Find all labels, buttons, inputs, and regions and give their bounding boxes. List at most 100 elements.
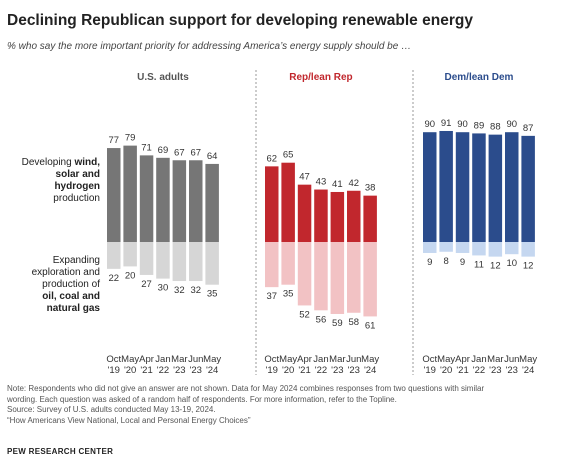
x-tick-label: Apr xyxy=(297,354,312,365)
x-tick-label: '23 xyxy=(331,365,343,376)
data-label-renewable: 89 xyxy=(474,120,485,131)
data-label-fossil: 58 xyxy=(348,317,359,328)
x-tick-label: Apr xyxy=(139,354,154,365)
bar-fossil xyxy=(363,242,377,317)
x-tick-label: '23 xyxy=(489,365,501,376)
row-label-renewable-bold2: solar and xyxy=(55,169,100,180)
bar-fossil xyxy=(139,242,154,275)
bar-fossil xyxy=(281,242,295,285)
bar-fossil xyxy=(330,242,345,314)
data-label-fossil: 52 xyxy=(299,309,310,320)
bar-renewable xyxy=(314,189,328,242)
bar-renewable xyxy=(472,133,486,242)
row-label-renewable-pre: Developing xyxy=(21,157,75,168)
chart-title: Declining Republican support for develop… xyxy=(7,12,473,29)
data-label-fossil: 11 xyxy=(474,259,484,270)
x-tick-label: '23 xyxy=(348,365,360,376)
data-label-fossil: 61 xyxy=(365,320,376,331)
x-tick-label: Mar xyxy=(171,354,187,365)
row-label-renewable: Developing wind, solar and hydrogen prod… xyxy=(4,157,100,205)
data-label-renewable: 69 xyxy=(158,145,169,156)
data-label-fossil: 32 xyxy=(174,285,185,296)
x-tick-label: May xyxy=(437,354,455,365)
bar-fossil xyxy=(472,242,486,256)
x-tick-label: '24 xyxy=(522,365,534,376)
x-tick-label: '19 xyxy=(266,365,278,376)
bar-renewable xyxy=(205,163,219,242)
data-label-renewable: 79 xyxy=(125,133,136,144)
bar-renewable xyxy=(423,132,437,242)
row-label-fossil-pre3: production of xyxy=(42,279,100,290)
data-label-renewable: 42 xyxy=(348,178,359,189)
bar-renewable xyxy=(439,130,453,242)
bar-renewable xyxy=(123,145,137,242)
data-label-renewable: 91 xyxy=(441,118,452,129)
x-tick-label: Oct xyxy=(106,354,121,365)
bar-fossil xyxy=(521,242,535,257)
note-line: wording. Each question was asked of a ra… xyxy=(7,394,397,404)
x-tick-label: '24 xyxy=(206,365,218,376)
x-tick-label: May xyxy=(519,354,537,365)
x-tick-label: '22 xyxy=(315,365,327,376)
x-tick-label: Mar xyxy=(487,354,503,365)
bar-renewable xyxy=(330,191,345,242)
panel-header: Rep/lean Rep xyxy=(289,72,352,83)
bar-renewable xyxy=(505,132,519,242)
data-label-renewable: 41 xyxy=(332,179,343,190)
panel-header: Dem/lean Dem xyxy=(444,72,513,83)
bar-fossil xyxy=(488,242,503,257)
bar-fossil xyxy=(107,242,121,269)
bar-renewable xyxy=(107,148,121,242)
row-label-renewable-bold3: hydrogen xyxy=(54,181,100,192)
bar-fossil xyxy=(314,242,328,311)
bar-fossil xyxy=(423,242,437,253)
data-label-fossil: 8 xyxy=(444,256,449,267)
row-label-fossil-pre1: Expanding xyxy=(52,255,100,266)
bar-renewable xyxy=(139,155,154,242)
data-label-fossil: 56 xyxy=(316,314,327,325)
row-label-fossil-bold1: oil, coal and xyxy=(42,291,100,302)
data-label-renewable: 43 xyxy=(316,177,327,188)
panel-header: U.S. adults xyxy=(137,72,189,83)
x-tick-label: Jun xyxy=(504,354,519,365)
data-label-fossil: 59 xyxy=(332,318,343,329)
x-tick-label: May xyxy=(279,354,297,365)
bar-fossil xyxy=(172,242,187,282)
bar-renewable xyxy=(297,184,312,242)
data-label-fossil: 32 xyxy=(190,285,201,296)
data-label-renewable: 77 xyxy=(108,135,119,146)
data-label-fossil: 9 xyxy=(427,257,432,268)
notes: Note: Respondents who did not give an an… xyxy=(7,384,582,426)
bar-fossil xyxy=(347,242,361,313)
x-tick-label: '24 xyxy=(364,365,376,376)
x-tick-label: '23 xyxy=(173,365,185,376)
bar-renewable xyxy=(521,135,535,242)
x-tick-label: May xyxy=(361,354,379,365)
data-label-fossil: 20 xyxy=(125,270,136,281)
x-tick-label: '20 xyxy=(282,365,294,376)
bar-renewable xyxy=(347,190,361,242)
bar-renewable xyxy=(189,160,203,242)
bar-renewable xyxy=(281,162,295,242)
x-tick-label: Oct xyxy=(264,354,279,365)
data-label-fossil: 9 xyxy=(460,257,465,268)
data-label-renewable: 71 xyxy=(141,142,152,153)
note-line: Note: Respondents who did not give an an… xyxy=(7,384,485,393)
bar-fossil xyxy=(123,242,137,267)
x-tick-label: '21 xyxy=(298,365,310,376)
bar-fossil xyxy=(189,242,203,282)
data-label-fossil: 22 xyxy=(108,273,119,284)
x-tick-label: '22 xyxy=(157,365,169,376)
row-label-renewable-bold1: wind, xyxy=(74,157,100,168)
bar-fossil xyxy=(439,242,453,252)
x-tick-label: Mar xyxy=(329,354,345,365)
x-tick-label: '20 xyxy=(440,365,452,376)
data-label-renewable: 62 xyxy=(266,153,277,164)
x-tick-label: '21 xyxy=(456,365,468,376)
x-tick-label: '19 xyxy=(108,365,120,376)
data-label-fossil: 35 xyxy=(283,289,294,300)
x-tick-label: May xyxy=(203,354,221,365)
report-title-line: “How Americans View National, Local and … xyxy=(7,415,251,425)
data-label-renewable: 65 xyxy=(283,150,294,161)
x-tick-label: '20 xyxy=(124,365,136,376)
